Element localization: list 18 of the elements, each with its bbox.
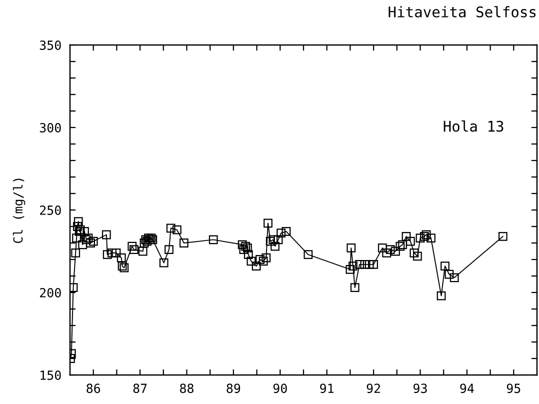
annotation: Hola 13 [444, 120, 504, 132]
x-tick-label: 94 [460, 384, 474, 394]
x-tick-label: 93 [414, 384, 427, 394]
x-tick-label: 89 [226, 384, 240, 394]
y-tick-label: 350 [40, 40, 61, 50]
y-tick-label: 200 [40, 288, 61, 298]
x-tick-label: 88 [180, 384, 194, 394]
x-tick-label: 86 [86, 384, 100, 394]
y-tick-label: 150 [40, 370, 61, 380]
x-tick-label: 87 [133, 384, 147, 394]
y-tick-label: 300 [40, 123, 61, 132]
x-tick-label: 90 [273, 384, 287, 394]
chart-title: Hitaveita Selfoss [388, 6, 536, 18]
y-tick-label: 250 [40, 206, 61, 215]
x-tick-label: 95 [506, 384, 520, 394]
y-axis-title: Cl (mg/l) [12, 178, 26, 244]
x-tick-label: 92 [366, 384, 380, 394]
x-tick-label: 91 [320, 384, 334, 394]
